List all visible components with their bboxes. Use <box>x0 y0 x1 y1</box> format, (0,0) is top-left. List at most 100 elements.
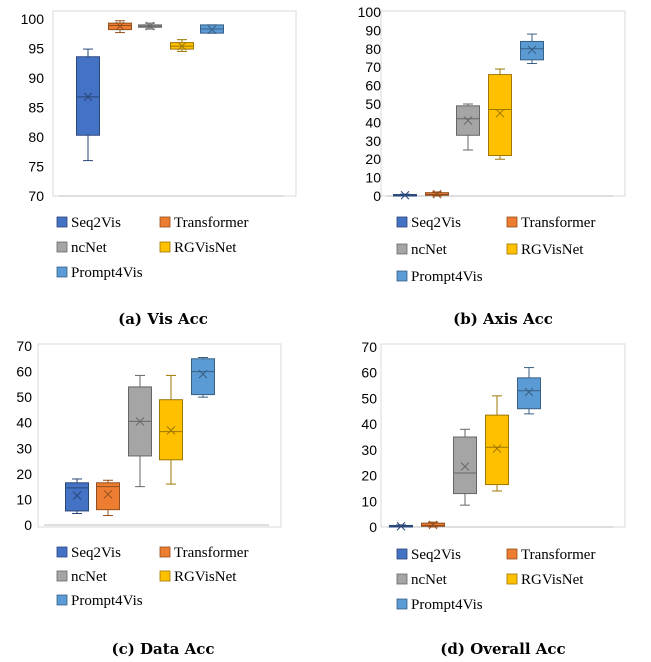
y-tick-label: 30 <box>365 133 381 149</box>
chart-caption: (c) Data Acc <box>111 640 214 658</box>
box-seq2vis <box>389 521 413 531</box>
chart-caption: (d) Overall Acc <box>440 640 565 658</box>
mean-marker <box>135 417 145 426</box>
box-iqr <box>485 414 509 486</box>
box-seq2vis <box>65 478 89 514</box>
y-tick-label: 30 <box>361 442 377 458</box>
legend-label: Seq2Vis <box>411 547 461 563</box>
legend: Seq2Vis Transformer ncNet RGVisNet Prompt4Vi… <box>56 215 248 281</box>
y-tick-label: 50 <box>365 96 381 112</box>
box-rgvisnet <box>170 39 194 52</box>
y-tick-label: 40 <box>16 415 32 431</box>
y-tick-label: 70 <box>16 338 32 354</box>
box-iqr <box>453 436 477 495</box>
y-tick-label: 70 <box>28 188 44 204</box>
mean-marker <box>495 108 505 118</box>
box-iqr <box>517 377 541 410</box>
box-rgvisnet <box>485 395 509 492</box>
box-iqr <box>191 358 215 396</box>
legend-swatch <box>56 216 68 228</box>
legend-swatch <box>56 266 68 278</box>
y-tick-label: 30 <box>16 440 32 456</box>
y-tick-label: 40 <box>361 416 377 432</box>
y-tick-label: 90 <box>28 70 44 86</box>
mean-marker <box>396 521 406 531</box>
y-tick-label: 10 <box>361 493 377 509</box>
y-tick-label: 0 <box>369 519 377 535</box>
mean-marker <box>460 462 470 471</box>
box-ncnet <box>138 21 162 31</box>
mean-marker <box>177 41 187 51</box>
y-tick-label: 100 <box>358 4 382 20</box>
mean-marker <box>83 92 93 102</box>
box-ncnet <box>456 103 480 151</box>
legend-swatch <box>396 270 408 282</box>
mean-marker <box>527 45 537 55</box>
y-tick-label: 60 <box>365 78 381 94</box>
mean-marker <box>207 25 217 34</box>
legend-swatch <box>506 216 518 228</box>
legend-label: Seq2Vis <box>71 545 121 561</box>
legend: Seq2Vis Transformer ncNet RGVisNet Prompt4Vi… <box>396 547 595 613</box>
mean-marker <box>400 190 410 200</box>
box-transformer <box>425 189 449 199</box>
legend-label: RGVisNet <box>174 569 237 585</box>
legend-label: ncNet <box>411 242 448 258</box>
legend-swatch <box>159 216 171 228</box>
box-transformer <box>108 20 132 34</box>
box-prompt4vis <box>191 357 215 398</box>
mean-marker <box>145 21 155 31</box>
y-tick-label: 60 <box>16 364 32 380</box>
legend-swatch <box>396 243 408 255</box>
box-iqr <box>96 482 120 511</box>
legend-swatch <box>396 598 408 610</box>
box-prompt4vis <box>200 24 224 34</box>
mean-marker <box>463 116 473 125</box>
legend-label: Transformer <box>174 545 248 561</box>
chart-panel-2: 0 10 20 30 40 50 60 70 80 90 100 Seq2Vis Transformer… <box>358 4 626 328</box>
mean-marker <box>166 426 176 435</box>
mean-marker <box>492 444 502 453</box>
y-tick-label: 50 <box>361 390 377 406</box>
legend-swatch <box>159 546 171 558</box>
mean-marker <box>72 491 82 500</box>
box-iqr <box>76 56 100 136</box>
chart-caption: (b) Axis Acc <box>453 310 553 328</box>
box-seq2vis <box>393 190 417 200</box>
y-tick-label: 70 <box>365 59 381 75</box>
y-tick-label: 20 <box>361 468 377 484</box>
legend-label: Prompt4Vis <box>411 269 483 285</box>
y-tick-label: 75 <box>28 159 44 175</box>
box-ncnet <box>453 428 477 506</box>
y-tick-label: 20 <box>16 466 32 482</box>
legend-label: ncNet <box>71 240 108 256</box>
legend-swatch <box>506 243 518 255</box>
box-transformer <box>421 520 445 530</box>
box-prompt4vis <box>520 33 544 65</box>
y-tick-label: 50 <box>16 389 32 405</box>
legend-swatch <box>396 216 408 228</box>
y-tick-label: 10 <box>16 491 32 507</box>
legend-label: ncNet <box>411 572 448 588</box>
y-tick-label: 90 <box>365 22 381 38</box>
y-tick-label: 20 <box>365 151 381 167</box>
legend-swatch <box>159 570 171 582</box>
legend-label: Prompt4Vis <box>71 593 143 609</box>
legend-label: Prompt4Vis <box>71 265 143 281</box>
mean-marker <box>198 369 208 379</box>
legend-swatch <box>56 546 68 558</box>
legend-swatch <box>396 548 408 560</box>
legend-label: RGVisNet <box>521 572 584 588</box>
legend-label: Seq2Vis <box>411 215 461 231</box>
legend-swatch <box>56 594 68 606</box>
legend-label: RGVisNet <box>521 242 584 258</box>
box-transformer <box>96 479 120 517</box>
y-tick-label: 100 <box>21 11 45 27</box>
legend-label: Transformer <box>521 547 595 563</box>
legend-swatch <box>56 570 68 582</box>
box-seq2vis <box>76 48 100 162</box>
y-tick-label: 95 <box>28 41 44 57</box>
mean-marker <box>432 189 442 199</box>
legend-swatch <box>506 573 518 585</box>
